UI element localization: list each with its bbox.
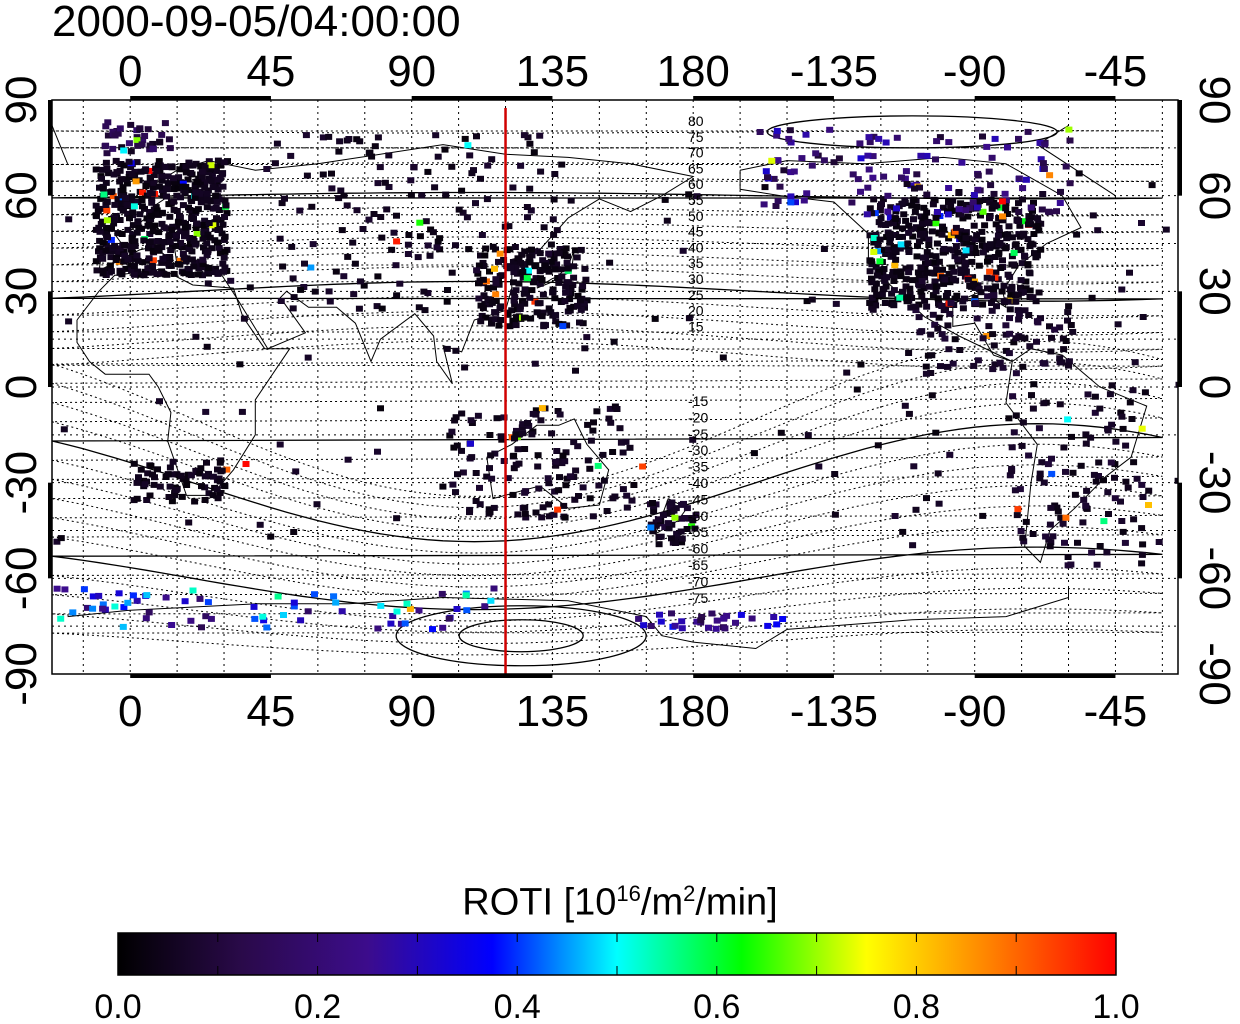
bottom-lon-tick-label: 180	[656, 687, 729, 736]
right-lat-tick-label: -60	[1190, 547, 1239, 611]
top-lon-tick-label: 45	[246, 47, 295, 96]
colorbar-title: ROTI [1016/m2/min]	[462, 881, 778, 924]
contour-label: 80	[688, 113, 704, 129]
contour-label: -25	[688, 426, 708, 442]
contour-label: -15	[688, 393, 708, 409]
colorbar-tick-label: 0.8	[893, 988, 940, 1024]
contour-label: 50	[688, 208, 704, 224]
contour-label: 20	[688, 303, 704, 319]
contour-label: 70	[688, 145, 704, 161]
contour-label: 25	[688, 287, 704, 303]
top-lon-tick-label: 135	[516, 47, 589, 96]
bottom-lon-tick-label: 0	[118, 687, 142, 736]
left-lat-tick-label: 30	[0, 267, 46, 316]
contour-label: 60	[688, 176, 704, 192]
top-lon-tick-label: -90	[943, 47, 1007, 96]
contour-label: -45	[688, 491, 708, 507]
bottom-lon-tick-label: 135	[516, 687, 589, 736]
contour-label: -65	[688, 557, 708, 573]
top-lon-tick-label: 0	[118, 47, 142, 96]
top-lon-tick-label: -45	[1084, 47, 1148, 96]
contour-label: -30	[688, 442, 708, 458]
colorbar-tick-label: 0.0	[94, 988, 141, 1024]
contour-label: 55	[688, 192, 704, 208]
contour-label: 35	[688, 255, 704, 271]
contour-label: 75	[688, 129, 704, 145]
bottom-lon-tick-label: 45	[246, 687, 295, 736]
contour-label: 40	[688, 239, 704, 255]
top-lon-tick-label: 90	[387, 47, 436, 96]
contour-label: 30	[688, 271, 704, 287]
contour-label: -20	[688, 409, 708, 425]
contour-label: -75	[688, 590, 708, 606]
left-lat-tick-label: -90	[0, 642, 46, 706]
left-lat-tick-label: 90	[0, 76, 46, 125]
right-lat-tick-label: 90	[1190, 76, 1239, 125]
colorbar-tick-label: 1.0	[1092, 988, 1139, 1024]
contour-label: -60	[688, 541, 708, 557]
colorbar-tick-label: 0.2	[294, 988, 341, 1024]
top-lon-tick-label: -135	[790, 47, 878, 96]
axis-tick-labels: 0045459090135135180180-135-135-90-90-45-…	[0, 47, 1239, 736]
contour-label: 15	[688, 318, 704, 334]
map-timestamp-title: 2000-09-05/04:00:00	[52, 0, 461, 46]
colorbar-tick-label: 0.4	[494, 988, 541, 1024]
right-lat-tick-label: -30	[1190, 451, 1239, 515]
left-lat-tick-label: -30	[0, 451, 46, 515]
left-lat-tick-label: -60	[0, 547, 46, 611]
right-lat-tick-label: 60	[1190, 171, 1239, 220]
bottom-lon-tick-label: -45	[1084, 687, 1148, 736]
contour-label: -70	[688, 573, 708, 589]
contour-label: 45	[688, 224, 704, 240]
contour-label: -35	[688, 459, 708, 475]
map-gridlines	[52, 100, 1178, 674]
contour-label: -55	[688, 524, 708, 540]
left-lat-tick-label: 0	[0, 375, 46, 399]
colorbar-ticks: 0.0 0.2 0.4 0.6 0.8 1.0	[94, 933, 1140, 1024]
bottom-lon-tick-label: -135	[790, 687, 878, 736]
roti-data-cells	[53, 119, 1178, 633]
contour-label: 65	[688, 160, 704, 176]
right-lat-tick-label: -90	[1190, 642, 1239, 706]
colorbar-tick-label: 0.6	[693, 988, 740, 1024]
contour-label: -40	[688, 475, 708, 491]
left-lat-tick-label: 60	[0, 171, 46, 220]
bottom-lon-tick-label: -90	[943, 687, 1007, 736]
contour-label: -50	[688, 508, 708, 524]
top-lon-tick-label: 180	[656, 47, 729, 96]
axis-checker-bars	[48, 96, 1182, 678]
right-lat-tick-label: 30	[1190, 267, 1239, 316]
bottom-lon-tick-label: 90	[387, 687, 436, 736]
right-lat-tick-label: 0	[1190, 375, 1239, 399]
